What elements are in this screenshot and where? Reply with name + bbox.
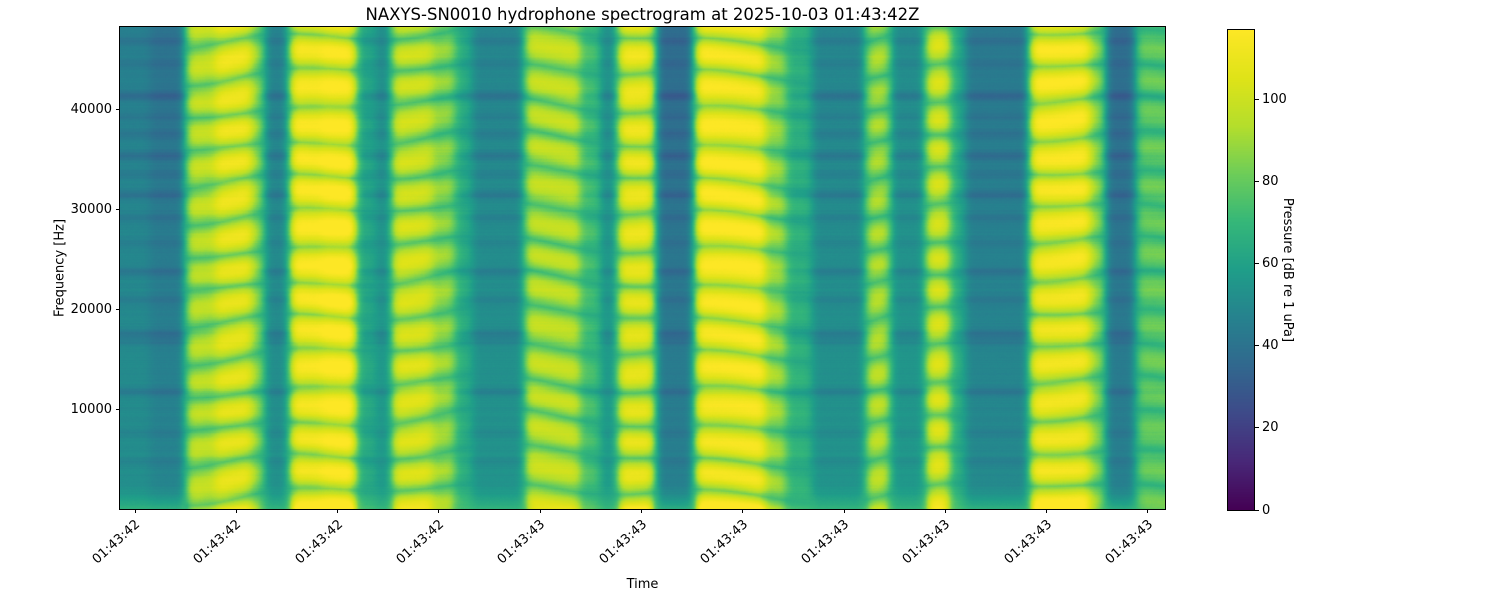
y-tick-mark <box>115 308 119 310</box>
colorbar-tick-label: 60 <box>1262 256 1279 272</box>
y-tick-label: 20000 <box>70 301 112 317</box>
x-tick-label: 01:43:43 <box>494 517 549 568</box>
x-tick-mark <box>337 509 339 513</box>
x-tick-label: 01:43:42 <box>292 517 346 568</box>
colorbar <box>1227 29 1255 511</box>
x-tick-label: 01:43:43 <box>798 517 853 568</box>
y-tick-mark <box>115 108 119 110</box>
x-tick-label: 01:43:42 <box>393 517 447 568</box>
plot-area <box>119 26 1166 510</box>
colorbar-gradient <box>1228 30 1254 510</box>
y-tick-mark <box>115 208 119 210</box>
colorbar-tick-mark <box>1255 99 1259 101</box>
x-tick-label: 01:43:43 <box>596 517 650 568</box>
x-tick-label: 01:43:43 <box>1001 517 1055 568</box>
x-tick-mark <box>1046 509 1048 513</box>
x-tick-label: 01:43:43 <box>697 517 751 568</box>
x-tick-mark <box>1147 509 1149 513</box>
x-tick-mark <box>539 509 541 513</box>
x-tick-mark <box>235 509 237 513</box>
x-tick-mark <box>641 509 642 513</box>
x-tick-label: 01:43:43 <box>1102 517 1156 568</box>
x-tick-mark <box>944 509 946 513</box>
chart-title: NAXYS-SN0010 hydrophone spectrogram at 2… <box>365 5 920 24</box>
spectrogram-canvas <box>120 27 1165 509</box>
y-tick-mark <box>115 408 119 410</box>
y-tick-label: 30000 <box>70 201 112 217</box>
x-tick-label: 01:43:43 <box>899 517 954 568</box>
x-axis-label: Time <box>626 577 659 592</box>
x-tick-label: 01:43:42 <box>89 517 144 568</box>
colorbar-label: Pressure [dB re 1 uPa] <box>1280 197 1295 343</box>
colorbar-tick-mark <box>1255 181 1259 183</box>
colorbar-tick-mark <box>1255 427 1259 429</box>
y-tick-label: 10000 <box>70 401 112 417</box>
colorbar-tick-label: 40 <box>1262 338 1279 354</box>
colorbar-tick-label: 80 <box>1262 174 1279 190</box>
colorbar-tick-mark <box>1255 509 1259 511</box>
colorbar-tick-mark <box>1255 345 1259 347</box>
x-tick-mark <box>438 509 440 513</box>
colorbar-tick-label: 0 <box>1262 502 1271 518</box>
x-tick-mark <box>742 509 744 513</box>
y-tick-label: 40000 <box>70 101 112 117</box>
x-tick-label: 01:43:42 <box>190 517 245 568</box>
colorbar-tick-label: 100 <box>1262 92 1287 108</box>
colorbar-tick-label: 20 <box>1262 420 1279 436</box>
colorbar-tick-mark <box>1255 263 1259 265</box>
x-tick-mark <box>843 509 845 513</box>
x-tick-mark <box>134 509 136 513</box>
